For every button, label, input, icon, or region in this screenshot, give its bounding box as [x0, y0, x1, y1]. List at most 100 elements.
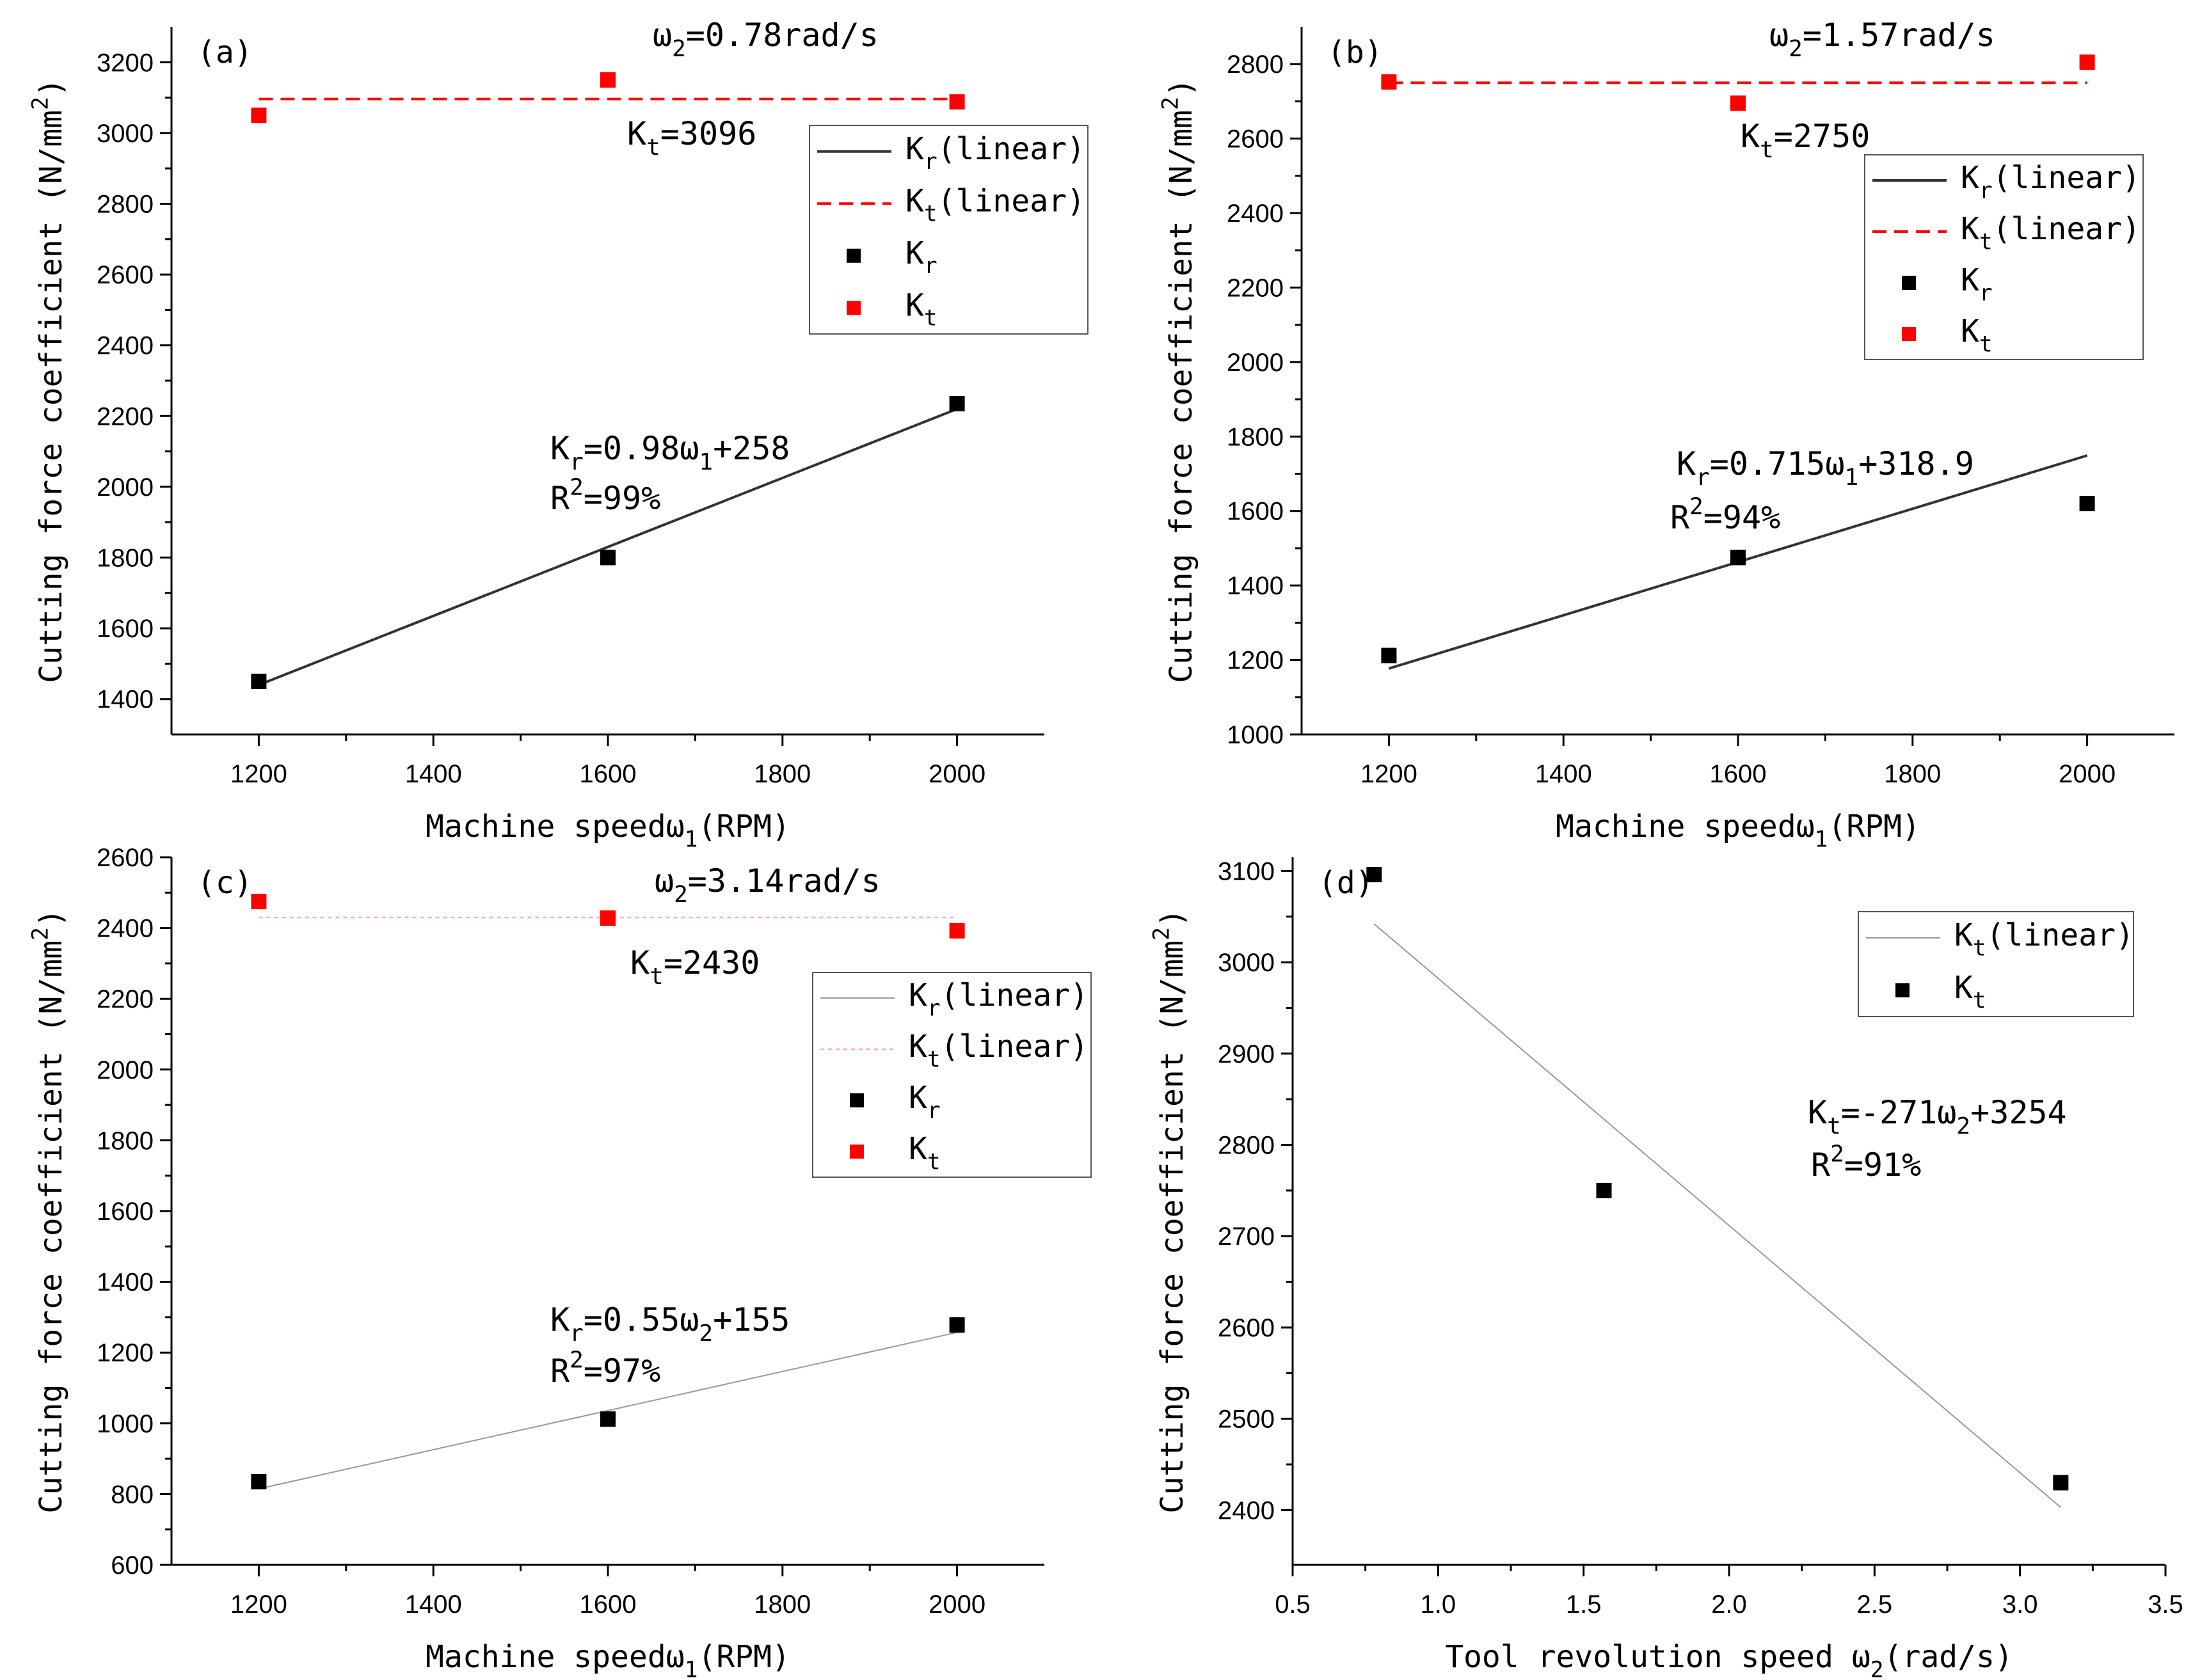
- legend-label: Kr: [905, 235, 937, 279]
- y-tick-label: 1400: [1227, 572, 1284, 600]
- y-tick-label: 3200: [97, 49, 154, 77]
- y-tick-label: 1200: [97, 1339, 154, 1367]
- legend-label: Kr: [909, 1080, 941, 1123]
- legend: Kr(linear) Kt(linear) Kr Kt: [1864, 154, 2144, 360]
- annotation-kr-eq: Kr=0.55ω2+155: [550, 1301, 790, 1347]
- y-tick-label: 1600: [97, 615, 154, 643]
- legend: Kt(linear) Kt: [1858, 911, 2134, 1017]
- legend-label: Kt: [905, 287, 937, 331]
- y-tick-label: 1800: [1227, 423, 1284, 451]
- y-axis-label: Cutting force coefficient (N/mm2): [28, 908, 69, 1514]
- panel-label: (c): [197, 865, 253, 901]
- fit-line-thin-gray: [259, 1331, 957, 1490]
- y-tick-label: 2200: [1227, 274, 1284, 302]
- x-tick-label: 2000: [929, 760, 985, 788]
- x-tick-label: 1200: [230, 1590, 287, 1619]
- legend-box: [809, 125, 1089, 335]
- legend-label: Kt: [1961, 313, 1993, 357]
- x-tick-label: 1800: [1884, 760, 1941, 788]
- y-tick-label: 1000: [1227, 721, 1284, 749]
- data-point-kt: [251, 107, 267, 123]
- data-point-kr: [949, 1317, 965, 1333]
- y-tick-label: 2000: [97, 473, 154, 502]
- annotation-kt-value: Kt=2750: [1741, 118, 1870, 163]
- y-tick-label: 1600: [97, 1198, 154, 1226]
- y-axis-label: Cutting force coefficient (N/mm2): [1149, 908, 1190, 1514]
- y-tick-label: 800: [111, 1480, 154, 1509]
- legend-label: Kr(linear): [905, 131, 1085, 175]
- data-point-kr: [1730, 550, 1746, 566]
- annotation-kr-eq: Kr=0.715ω1+318.9: [1677, 445, 1974, 491]
- data-point-kr: [2079, 496, 2095, 512]
- data-point-kt: [949, 923, 965, 939]
- x-axis-label: Machine speedω1(RPM): [426, 1639, 790, 1680]
- y-tick-label: 2800: [97, 191, 154, 219]
- y-axis-label: Cutting force coefficient (N/mm2): [28, 78, 69, 683]
- x-tick-label: 1200: [230, 760, 287, 788]
- data-point-kr: [251, 674, 267, 690]
- data-point-kt: [949, 94, 965, 110]
- legend-label: Kr(linear): [909, 978, 1089, 1021]
- y-tick-label: 2600: [97, 261, 154, 289]
- annotation-r2: R2=99%: [550, 475, 660, 518]
- data-point-kt: [600, 910, 616, 926]
- legend-box: [812, 972, 1092, 1178]
- x-tick-label: 1600: [580, 760, 637, 788]
- x-axis-label: Machine speedω1(RPM): [1556, 809, 1920, 852]
- legend-box: [1858, 911, 2134, 1017]
- y-tick-label: 2400: [97, 915, 154, 943]
- y-tick-label: 2400: [1227, 200, 1284, 228]
- x-tick-label: 1.5: [1566, 1590, 1602, 1619]
- y-tick-label: 2200: [97, 985, 154, 1013]
- legend-label: Kr: [1961, 262, 1993, 306]
- y-tick-label: 3000: [1218, 949, 1275, 977]
- x-tick-label: 2.0: [1711, 1590, 1747, 1619]
- fit-line-thin-gray: [1373, 923, 2061, 1508]
- panel-label: (a): [197, 35, 253, 70]
- data-point-kt: [1381, 74, 1397, 90]
- annotation-kr-eq: Kr=0.98ω1+258: [550, 430, 790, 475]
- legend-marker-swatch: [1895, 983, 1910, 997]
- x-tick-label: 1200: [1360, 760, 1417, 788]
- legend: Kr(linear) Kt(linear) Kr Kt: [809, 125, 1089, 335]
- x-axis-label: Machine speedω1(RPM): [426, 809, 790, 852]
- data-point-kt: [1730, 95, 1746, 111]
- legend-marker-swatch: [847, 301, 861, 315]
- fit-line-solid-dark: [258, 408, 958, 686]
- x-tick-label: 2000: [2059, 760, 2116, 788]
- data-point-kr: [600, 550, 616, 566]
- y-tick-label: 2800: [1227, 51, 1284, 79]
- y-tick-label: 2600: [1218, 1314, 1275, 1342]
- panel-label: (b): [1327, 35, 1383, 70]
- data-point-kt: [600, 72, 616, 88]
- legend-marker-swatch: [1902, 327, 1916, 341]
- legend-box: [1864, 154, 2144, 360]
- x-tick-label: 1800: [754, 760, 811, 788]
- data-point-kr: [949, 395, 965, 411]
- legend-marker-swatch: [1902, 276, 1916, 290]
- legend: Kr(linear) Kt(linear) Kr Kt: [812, 972, 1092, 1178]
- legend-label: Kt(linear): [1954, 917, 2134, 961]
- data-point-kr: [251, 1474, 267, 1490]
- y-tick-label: 1400: [97, 686, 154, 714]
- y-tick-label: 1800: [97, 544, 154, 573]
- y-tick-label: 2400: [97, 332, 154, 360]
- panel-label: (d): [1318, 865, 1374, 901]
- y-axis-label: Cutting force coefficient (N/mm2): [1158, 78, 1199, 683]
- y-tick-label: 1600: [1227, 498, 1284, 526]
- legend-label: Kt: [1954, 970, 1986, 1013]
- y-tick-label: 2500: [1218, 1406, 1275, 1434]
- y-tick-label: 2200: [97, 402, 154, 431]
- legend-marker-swatch: [850, 1093, 864, 1107]
- annotation-omega: ω2=0.78rad/s: [653, 17, 879, 62]
- x-tick-label: 3.5: [2148, 1590, 2183, 1619]
- y-tick-label: 2700: [1218, 1223, 1275, 1251]
- x-tick-label: 1800: [754, 1590, 811, 1619]
- chart-panel-a: 1200 1400 1600 1800 2000 1400 1600 1800 2000 2200…: [28, 17, 1089, 852]
- data-point-kt: [251, 894, 267, 910]
- y-tick-label: 3000: [97, 120, 154, 148]
- annotation-kt-eq: Kt=-271ω2+3254: [1808, 1094, 2067, 1139]
- legend-label: Kt(linear): [1961, 211, 2141, 255]
- x-tick-label: 1.0: [1421, 1590, 1456, 1619]
